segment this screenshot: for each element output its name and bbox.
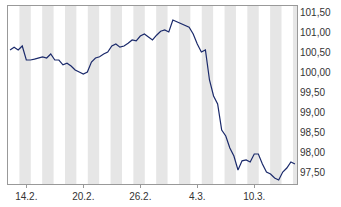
svg-text:14.2.: 14.2. <box>15 191 37 202</box>
svg-text:98,50: 98,50 <box>300 127 325 138</box>
svg-text:99,00: 99,00 <box>300 107 325 118</box>
svg-text:10.3.: 10.3. <box>243 191 265 202</box>
svg-text:100,50: 100,50 <box>300 47 331 58</box>
svg-text:98,00: 98,00 <box>300 147 325 158</box>
svg-text:26.2.: 26.2. <box>129 191 151 202</box>
svg-text:97,50: 97,50 <box>300 167 325 178</box>
svg-text:101,00: 101,00 <box>300 27 331 38</box>
svg-text:4.3.: 4.3. <box>189 191 206 202</box>
svg-text:100,00: 100,00 <box>300 67 331 78</box>
svg-text:99,50: 99,50 <box>300 87 325 98</box>
svg-text:101,50: 101,50 <box>300 7 331 18</box>
svg-text:20.2.: 20.2. <box>72 191 94 202</box>
